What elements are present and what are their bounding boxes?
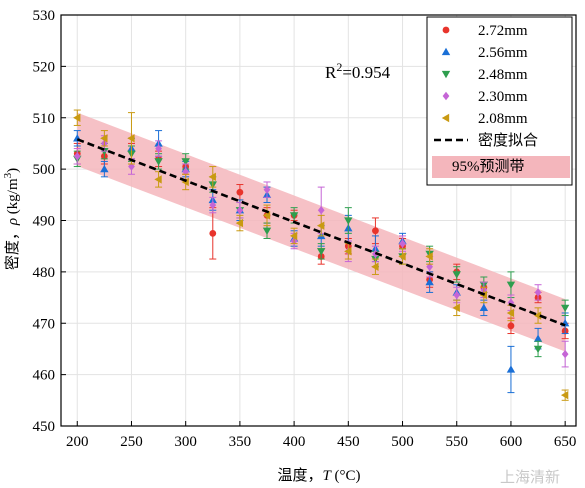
x-tick-label: 200 <box>66 434 89 450</box>
data-point <box>181 158 190 166</box>
data-point <box>155 144 162 153</box>
data-point <box>235 218 244 228</box>
data-point <box>533 311 542 320</box>
y-tick-label: 500 <box>33 162 56 178</box>
data-point <box>372 227 379 235</box>
data-point <box>208 172 216 182</box>
data-point <box>236 206 244 215</box>
x-tick-label: 300 <box>174 434 197 450</box>
x-tick-label: 350 <box>229 434 252 450</box>
y-tick-label: 450 <box>33 419 56 435</box>
x-tick-label: 650 <box>554 434 577 450</box>
legend-marker <box>442 26 450 34</box>
data-point <box>209 200 217 210</box>
data-point <box>534 288 542 297</box>
x-tick-label: 600 <box>500 434 523 450</box>
x-tick-label: 450 <box>337 434 360 450</box>
data-point <box>236 188 244 196</box>
data-point <box>560 390 569 400</box>
legend-label: 2.08mm <box>478 111 528 127</box>
y-tick-label: 480 <box>33 265 56 281</box>
data-point <box>425 277 434 286</box>
data-point <box>289 212 299 220</box>
data-point <box>73 113 81 122</box>
data-point <box>506 308 515 318</box>
data-point <box>425 252 433 261</box>
data-point <box>479 303 489 311</box>
data-point <box>128 162 135 171</box>
data-point <box>263 185 271 194</box>
data-point <box>100 134 108 143</box>
legend-marker <box>441 70 451 79</box>
data-point <box>507 322 515 330</box>
legend-label: 2.48mm <box>478 67 528 83</box>
x-tick-label: 550 <box>445 434 468 450</box>
x-tick-label: 250 <box>120 434 143 450</box>
data-point <box>533 334 543 342</box>
data-point <box>154 175 162 184</box>
data-point <box>317 221 325 230</box>
data-point <box>289 231 298 241</box>
data-point <box>100 164 109 173</box>
y-tick-label: 470 <box>33 316 56 332</box>
data-point <box>154 158 163 166</box>
y-tick-label: 520 <box>33 59 56 75</box>
legend-marker <box>441 47 451 56</box>
legend-label: 2.30mm <box>478 89 528 105</box>
legend-marker <box>441 113 450 123</box>
y-tick-label: 530 <box>33 8 56 24</box>
data-point <box>262 227 272 235</box>
data-point <box>209 229 217 237</box>
data-point <box>127 134 135 143</box>
data-point <box>73 152 81 161</box>
data-point <box>317 206 325 215</box>
data-point <box>398 252 406 261</box>
legend-band-swatch <box>432 156 570 178</box>
y-tick-label: 490 <box>33 214 56 230</box>
data-point <box>533 345 543 354</box>
legend-label: 95%预测带 <box>452 158 525 175</box>
data-point <box>560 304 570 313</box>
r-squared-annotation: R2=0.954 <box>325 60 391 82</box>
y-tick-label: 460 <box>33 368 56 384</box>
series-layer <box>73 109 570 401</box>
data-point <box>561 349 569 359</box>
x-tick-label: 500 <box>391 434 414 450</box>
data-point <box>452 271 461 279</box>
legend-label: 2.72mm <box>478 23 528 39</box>
data-point <box>371 262 379 271</box>
fit-line-layer <box>76 138 566 327</box>
x-tick-label: 400 <box>283 434 306 450</box>
tick-layer: 200 250 300 350 400 450 500 550 600 650 450 460 470 4… <box>33 8 577 450</box>
data-point <box>506 281 516 289</box>
fit-line <box>76 138 566 327</box>
legend-marker <box>442 91 450 101</box>
legend-label: 密度拟合 <box>478 132 538 149</box>
watermark: 上海清新 <box>500 468 560 486</box>
y-axis-title: 密度，ρ (kg/m3) <box>2 168 21 270</box>
data-point <box>506 365 516 373</box>
data-point <box>317 248 326 256</box>
legend: 2.72mm 2.56mm 2.48mm 2.30mm 2.08mm 密度拟合 95%预测带 <box>426 16 573 186</box>
series-2.08mm <box>73 109 569 401</box>
y-tick-label: 510 <box>33 111 56 127</box>
data-point <box>344 247 352 256</box>
data-point <box>452 303 460 313</box>
data-point <box>399 239 406 248</box>
x-axis-title: 温度，T (°C) <box>277 467 360 484</box>
data-point <box>344 217 353 225</box>
data-point <box>453 290 461 300</box>
legend-label: 2.56mm <box>478 45 528 61</box>
